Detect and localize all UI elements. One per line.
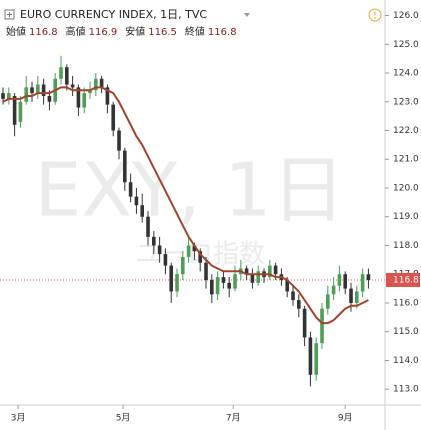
candle-body — [215, 277, 220, 295]
candle-body — [186, 245, 191, 257]
x-tick-label: 3月 — [11, 413, 26, 424]
candle-body — [18, 101, 23, 122]
y-tick-label: 123.0 — [393, 97, 419, 107]
candle-body — [169, 265, 174, 292]
candle-body — [198, 251, 203, 263]
candle-body — [343, 274, 348, 289]
ohlc-value: 116.9 — [89, 27, 118, 38]
y-tick-label: 122.0 — [393, 126, 419, 136]
menu-arrow[interactable] — [244, 13, 250, 17]
candle-body — [152, 236, 156, 246]
ohlc-value: 116.8 — [208, 27, 237, 38]
candle-body — [221, 277, 226, 283]
candle-body — [320, 308, 324, 344]
candle-body — [76, 87, 81, 108]
alert-icon — [374, 17, 376, 19]
candle-body — [140, 205, 145, 217]
candle-body — [349, 288, 353, 303]
candle-body — [12, 96, 17, 125]
ohlc-value: 116.8 — [29, 27, 58, 38]
candle-body — [360, 274, 365, 292]
candle-body — [134, 196, 139, 206]
candle-body — [24, 87, 29, 102]
candle-body — [146, 216, 150, 237]
moving-average — [2, 86, 369, 325]
watermark: EXY, 1日 — [35, 148, 346, 234]
expand-icon[interactable] — [4, 9, 15, 20]
candle-body — [123, 150, 127, 183]
candle-body — [70, 84, 75, 88]
ohlc-label: 始値 — [6, 25, 26, 38]
candle-body — [291, 291, 295, 301]
y-tick-label: 116.0 — [393, 298, 419, 308]
chart-title: EURO CURRENCY INDEX, 1日, TVC — [20, 8, 207, 21]
candle-body — [285, 279, 290, 292]
y-tick-label: 114.0 — [393, 356, 419, 366]
candle-body — [59, 67, 63, 79]
candle-body — [41, 84, 46, 97]
y-tick-label: 115.0 — [393, 327, 419, 337]
y-tick-label: 113.0 — [393, 385, 419, 395]
candle-body — [117, 130, 121, 151]
candle-body — [233, 274, 237, 289]
candle-body — [47, 96, 52, 102]
candle-body — [250, 274, 255, 283]
y-tick-label: 125.0 — [393, 40, 419, 50]
candle-body — [366, 274, 371, 280]
y-tick-label: 119.0 — [393, 212, 419, 222]
candle-body — [163, 254, 168, 266]
candle-body — [192, 245, 197, 252]
y-tick-label: 126.0 — [393, 11, 419, 21]
x-tick-label: 7月 — [226, 413, 241, 424]
candle-body — [7, 93, 11, 99]
ohlc-label: 安値 — [125, 25, 145, 38]
candle-body — [204, 262, 208, 280]
candle-body — [111, 104, 116, 131]
candle-body — [244, 268, 249, 275]
ohlc-label: 高値 — [66, 25, 86, 38]
alert-icon[interactable] — [368, 8, 382, 22]
candle-body — [105, 87, 110, 105]
candle-body — [256, 271, 261, 283]
candle-body — [355, 291, 359, 303]
candle-body — [331, 285, 336, 295]
candle-body — [175, 274, 179, 292]
candle-body — [297, 300, 301, 309]
candle-body — [268, 265, 272, 278]
candle-body — [273, 265, 278, 275]
candle-body — [1, 93, 5, 99]
candle-body — [88, 90, 92, 94]
last-price-label: 116.8 — [393, 275, 419, 285]
candle-body — [36, 84, 40, 94]
ohlc-label: 終値 — [185, 25, 205, 38]
candle-body — [157, 245, 162, 255]
y-tick-label: 120.0 — [393, 183, 419, 193]
candle-body — [314, 343, 319, 375]
y-tick-label: 118.0 — [393, 241, 419, 251]
candle-body — [227, 282, 232, 289]
ohlc-value: 116.5 — [148, 27, 177, 38]
candle-body — [326, 294, 330, 309]
candle-body — [302, 308, 307, 338]
y-tick-label: 121.0 — [393, 155, 419, 165]
ohlc-legend: 始値 116.8 高値 116.9 安値 116.5 終値 116.8 — [6, 25, 237, 38]
candle-body — [30, 87, 34, 94]
x-tick-label: 9月 — [338, 413, 353, 424]
candle-body — [210, 279, 214, 295]
candle-body — [337, 274, 342, 286]
x-tick-label: 5月 — [116, 413, 131, 424]
candle-body — [65, 67, 69, 85]
candle-body — [181, 256, 185, 275]
plot-area — [0, 55, 385, 387]
candle-body — [99, 78, 104, 88]
candle-body — [128, 182, 133, 197]
y-tick-label: 124.0 — [393, 69, 419, 79]
last-price-box — [386, 272, 420, 287]
candle-body — [94, 78, 98, 91]
candle-body — [82, 93, 87, 108]
candle-body — [308, 337, 313, 375]
